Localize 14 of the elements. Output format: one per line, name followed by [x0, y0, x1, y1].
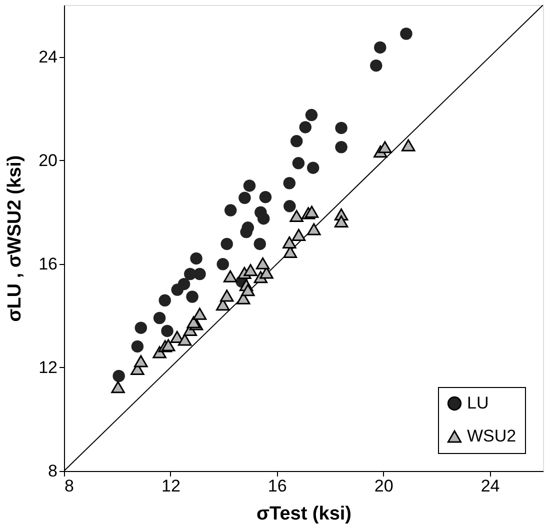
y-tick-label: 24	[38, 47, 58, 66]
x-tick-label: 16	[268, 476, 287, 496]
y-tick-label: 20	[38, 150, 58, 170]
x-tick-label: 24	[480, 476, 500, 496]
x-tick-label: 8	[64, 476, 74, 496]
x-tick-label: 12	[161, 476, 180, 496]
x-tick-label: 20	[374, 476, 394, 496]
x-axis-title: σTest (ksi)	[256, 504, 352, 524]
y-tick-label: 8	[48, 462, 58, 480]
legend-label: LU	[467, 394, 489, 412]
y-axis-title: σLU , σWSU2 (ksi)	[4, 155, 26, 322]
legend-label: WSU2	[467, 426, 516, 446]
y-tick-label: 16	[38, 254, 58, 274]
y-tick-label: 12	[38, 358, 58, 377]
